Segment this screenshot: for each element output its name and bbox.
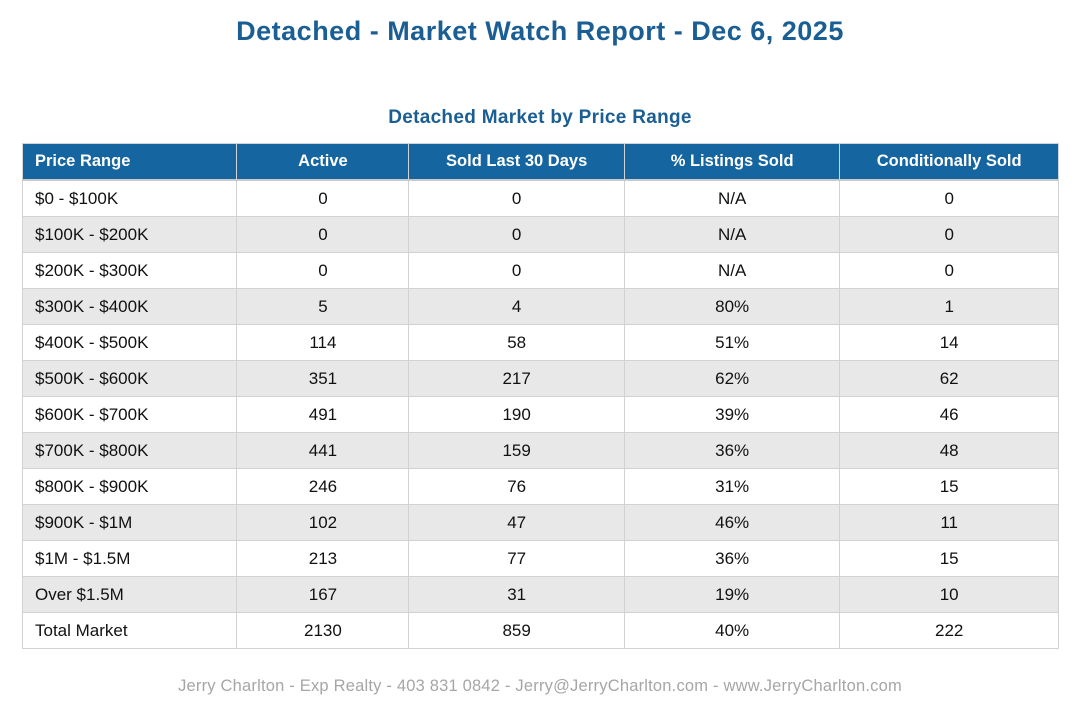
table-cell: 217 bbox=[408, 360, 625, 397]
table-cell: 36% bbox=[623, 540, 841, 577]
table-cell: 31 bbox=[408, 576, 625, 613]
table-cell: 48 bbox=[839, 432, 1059, 469]
table-row: $300K - $400K 5 4 80% 1 bbox=[21, 288, 1059, 325]
table-cell: 102 bbox=[236, 504, 410, 541]
table-cell: 0 bbox=[236, 179, 410, 217]
table-cell: 0 bbox=[408, 216, 625, 253]
table-cell: 10 bbox=[839, 576, 1059, 613]
column-header-pct-listings-sold: % Listings Sold bbox=[623, 143, 841, 181]
market-table: Price Range Active Sold Last 30 Days % L… bbox=[21, 143, 1059, 649]
table-cell: 62% bbox=[623, 360, 841, 397]
table-cell: 0 bbox=[236, 252, 410, 289]
table-row: $900K - $1M 102 47 46% 11 bbox=[21, 504, 1059, 541]
table-cell: 0 bbox=[408, 252, 625, 289]
table-row: $200K - $300K 0 0 N/A 0 bbox=[21, 252, 1059, 289]
column-header-active: Active bbox=[236, 143, 410, 181]
table-cell: 0 bbox=[839, 179, 1059, 217]
table-cell: 46% bbox=[623, 504, 841, 541]
table-cell: 159 bbox=[408, 432, 625, 469]
page-title: Detached - Market Watch Report - Dec 6, … bbox=[236, 16, 844, 46]
column-header-price-range: Price Range bbox=[21, 143, 238, 181]
table-cell: 246 bbox=[236, 468, 410, 505]
table-cell: $700K - $800K bbox=[21, 432, 238, 469]
column-header-sold-last-30-days: Sold Last 30 Days bbox=[408, 143, 625, 181]
table-cell: 11 bbox=[839, 504, 1059, 541]
table-cell: $400K - $500K bbox=[21, 324, 238, 361]
table-cell: 491 bbox=[236, 396, 410, 433]
table-cell: $800K - $900K bbox=[21, 468, 238, 505]
table-cell: Total Market bbox=[21, 612, 238, 649]
table-row: $800K - $900K 246 76 31% 15 bbox=[21, 468, 1059, 505]
table-cell: 222 bbox=[839, 612, 1059, 649]
table-cell: 19% bbox=[623, 576, 841, 613]
table-cell: 0 bbox=[236, 216, 410, 253]
table-cell: 190 bbox=[408, 396, 625, 433]
table-cell: $300K - $400K bbox=[21, 288, 238, 325]
table-cell: 859 bbox=[408, 612, 625, 649]
table-row: $1M - $1.5M 213 77 36% 15 bbox=[21, 540, 1059, 577]
table-cell: 167 bbox=[236, 576, 410, 613]
table-cell: $600K - $700K bbox=[21, 396, 238, 433]
table-cell: 58 bbox=[408, 324, 625, 361]
table-cell: 5 bbox=[236, 288, 410, 325]
table-cell: $900K - $1M bbox=[21, 504, 238, 541]
table-cell: 0 bbox=[839, 216, 1059, 253]
table-cell: $500K - $600K bbox=[21, 360, 238, 397]
column-header-conditionally-sold: Conditionally Sold bbox=[839, 143, 1059, 181]
table-cell: 40% bbox=[623, 612, 841, 649]
table-title: Detached Market by Price Range bbox=[388, 107, 692, 128]
table-row: $500K - $600K 351 217 62% 62 bbox=[21, 360, 1059, 397]
table-cell: 80% bbox=[623, 288, 841, 325]
table-cell: 77 bbox=[408, 540, 625, 577]
table-cell: $0 - $100K bbox=[21, 179, 238, 217]
table-cell: 1 bbox=[839, 288, 1059, 325]
table-cell: Over $1.5M bbox=[21, 576, 238, 613]
table-cell: N/A bbox=[623, 179, 841, 217]
table-cell: N/A bbox=[623, 216, 841, 253]
table-cell: 4 bbox=[408, 288, 625, 325]
table-cell: N/A bbox=[623, 252, 841, 289]
table-cell: 51% bbox=[623, 324, 841, 361]
table-cell: 36% bbox=[623, 432, 841, 469]
table-cell: 15 bbox=[839, 540, 1059, 577]
table-cell: $200K - $300K bbox=[21, 252, 238, 289]
footer-contact-line: Jerry Charlton - Exp Realty - 403 831 08… bbox=[178, 677, 902, 695]
table-cell: 441 bbox=[236, 432, 410, 469]
table-header-row: Price Range Active Sold Last 30 Days % L… bbox=[21, 143, 1059, 181]
table-row: Over $1.5M 167 31 19% 10 bbox=[21, 576, 1059, 613]
table-row: Total Market 2130 859 40% 222 bbox=[21, 612, 1059, 649]
table-row: $0 - $100K 0 0 N/A 0 bbox=[21, 179, 1059, 217]
table-cell: 31% bbox=[623, 468, 841, 505]
table-row: $600K - $700K 491 190 39% 46 bbox=[21, 396, 1059, 433]
table-cell: 39% bbox=[623, 396, 841, 433]
table-cell: 47 bbox=[408, 504, 625, 541]
table-cell: 0 bbox=[408, 179, 625, 217]
table-row: $400K - $500K 114 58 51% 14 bbox=[21, 324, 1059, 361]
table-cell: 114 bbox=[236, 324, 410, 361]
table-body: $0 - $100K 0 0 N/A 0 $100K - $200K 0 0 N/A 0 $200K… bbox=[21, 179, 1059, 649]
table-cell: 15 bbox=[839, 468, 1059, 505]
table-cell: 14 bbox=[839, 324, 1059, 361]
table-cell: 0 bbox=[839, 252, 1059, 289]
table-cell: $100K - $200K bbox=[21, 216, 238, 253]
table-cell: 76 bbox=[408, 468, 625, 505]
table-cell: $1M - $1.5M bbox=[21, 540, 238, 577]
table-cell: 2130 bbox=[236, 612, 410, 649]
table-row: $100K - $200K 0 0 N/A 0 bbox=[21, 216, 1059, 253]
table-cell: 62 bbox=[839, 360, 1059, 397]
table-cell: 213 bbox=[236, 540, 410, 577]
table-cell: 46 bbox=[839, 396, 1059, 433]
table-row: $700K - $800K 441 159 36% 48 bbox=[21, 432, 1059, 469]
table-cell: 351 bbox=[236, 360, 410, 397]
